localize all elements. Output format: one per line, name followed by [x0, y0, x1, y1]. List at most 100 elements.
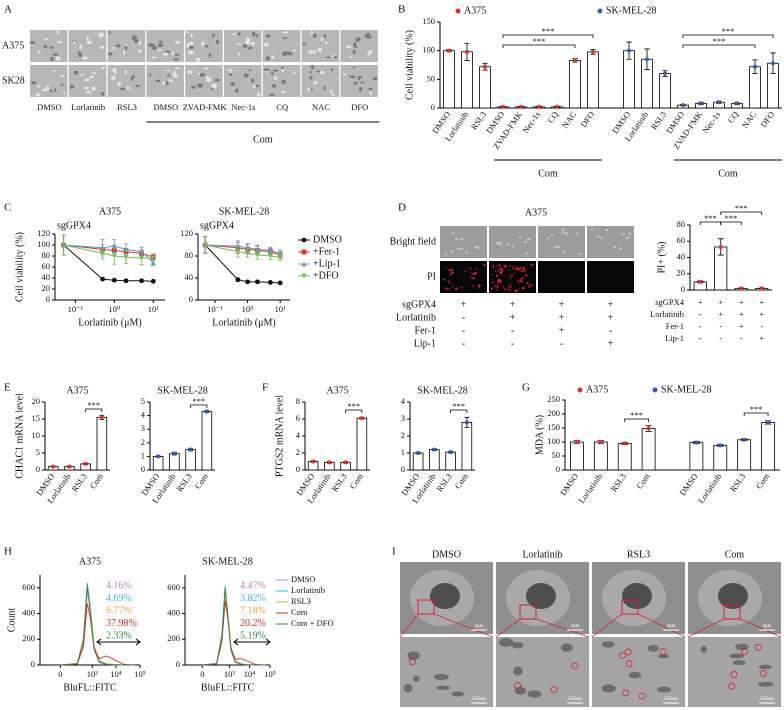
- panel-label: D: [398, 202, 406, 214]
- condition-label: Lip-1: [414, 338, 436, 349]
- cell: [201, 41, 205, 47]
- point: [235, 277, 241, 283]
- scale-bar-label: 500nm: [760, 697, 774, 702]
- y-tick-label: 400: [22, 608, 35, 618]
- legend-label: +DFO: [313, 270, 339, 281]
- point: [753, 64, 757, 69]
- y-tick-label: 15: [32, 413, 41, 423]
- pi-signal: [497, 281, 499, 284]
- mitochondria-marker: [619, 652, 627, 659]
- cell: [37, 50, 41, 54]
- cell: [495, 242, 499, 245]
- y-tick-label: 8: [296, 396, 300, 406]
- panel-label: E: [4, 382, 11, 394]
- cell: [157, 43, 164, 48]
- organelle: [511, 641, 524, 649]
- cell: [111, 46, 115, 50]
- scale-bar-label: 4μm: [570, 624, 579, 629]
- cell: [271, 84, 277, 88]
- point: [67, 464, 72, 469]
- scale-bar-label: 500nm: [568, 697, 582, 702]
- bar: [593, 441, 608, 471]
- cell: [248, 69, 252, 72]
- cell: [281, 68, 285, 72]
- bar: [570, 441, 584, 471]
- condition-mark: -: [719, 321, 722, 331]
- cell: [312, 33, 317, 38]
- x-tick-label: 10³: [87, 669, 99, 679]
- y-tick-label: 80: [42, 250, 51, 260]
- cell: [360, 81, 365, 84]
- point: [172, 451, 177, 456]
- y-tick-label: 40: [185, 272, 194, 282]
- column-label: CQ: [276, 102, 288, 112]
- cell: [302, 42, 306, 45]
- cell: [255, 84, 260, 88]
- cell: [204, 45, 209, 48]
- organelle: [560, 643, 573, 652]
- pi-signal: [494, 285, 497, 288]
- condition-mark: -: [462, 325, 465, 336]
- cell: [126, 86, 131, 90]
- pi-signal: [520, 278, 523, 280]
- pi-signal: [450, 273, 453, 276]
- pi-image: [587, 261, 634, 293]
- cell: [71, 85, 75, 88]
- bar: [152, 455, 164, 471]
- y-tick-label: 0: [431, 102, 435, 112]
- cell: [91, 86, 96, 91]
- pi-signal: [504, 288, 506, 291]
- scale-bar-label: 500nm: [472, 697, 486, 702]
- zoom-box: [519, 604, 537, 620]
- pi-signal: [529, 285, 531, 287]
- mitochondria-marker: [409, 658, 416, 666]
- cell: [112, 77, 116, 81]
- condition-mark: -: [511, 325, 514, 336]
- y-tick-label: 400: [167, 608, 180, 618]
- significance-label: ***: [192, 396, 205, 406]
- nucleus: [718, 583, 748, 609]
- pi-signal: [504, 265, 508, 268]
- cell: [353, 42, 357, 47]
- bar: [479, 66, 491, 109]
- zoom-box: [723, 604, 741, 620]
- cell: [525, 252, 529, 255]
- cell: [152, 45, 157, 51]
- significance-label: ***: [750, 404, 763, 414]
- y-tick-label: 20: [32, 396, 41, 406]
- cell: [523, 241, 527, 244]
- organelle: [601, 641, 615, 648]
- x-tick-label: Lorlatinib: [696, 472, 724, 506]
- mitochondria-marker: [550, 686, 558, 694]
- point: [277, 280, 283, 286]
- pi-signal: [502, 286, 505, 288]
- y-axis-label: Count: [6, 608, 17, 633]
- y-tick-label: 40: [677, 251, 686, 261]
- y-axis-label: PTGS2 mRNA level: [274, 395, 285, 477]
- cell: [86, 90, 92, 94]
- pi-signal: [492, 278, 494, 280]
- pi-signal: [474, 271, 477, 275]
- pi-signal: [525, 274, 528, 277]
- nucleus: [430, 583, 460, 609]
- cell: [563, 251, 567, 254]
- cell: [263, 68, 270, 72]
- condition-mark: +: [510, 312, 516, 323]
- pi-signal: [464, 270, 467, 272]
- condition-mark: +: [608, 299, 614, 310]
- organelle: [498, 638, 514, 647]
- legend-label: +Fer-1: [313, 246, 340, 257]
- point: [447, 48, 451, 53]
- x-tick-label: Com: [192, 471, 210, 491]
- mitochondria-marker: [622, 689, 629, 697]
- condition-mark: +: [698, 297, 703, 307]
- y-tick-label: 150: [547, 422, 560, 432]
- cell: [99, 33, 102, 39]
- mitochondria-marker: [754, 643, 762, 651]
- y-tick-label: 60: [42, 261, 51, 271]
- significance-label: ***: [713, 36, 726, 46]
- pi-signal: [531, 284, 533, 286]
- cell: [73, 70, 79, 75]
- y-tick-label: 10: [32, 430, 41, 440]
